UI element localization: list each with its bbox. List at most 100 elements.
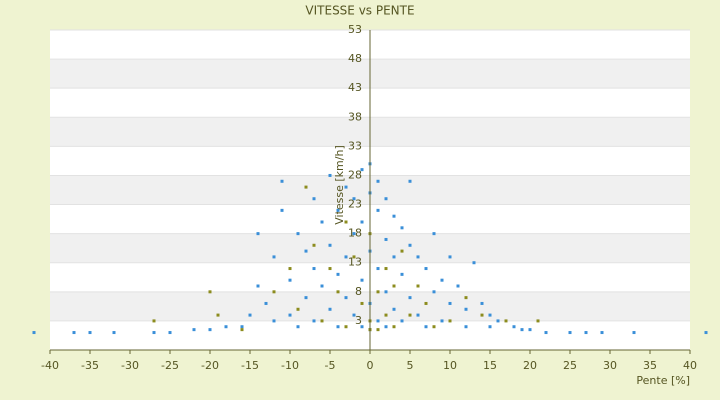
point xyxy=(544,331,548,335)
x-tick-label: 0 xyxy=(367,359,374,372)
point xyxy=(432,325,436,329)
point xyxy=(392,255,396,259)
point xyxy=(248,313,252,317)
y-tick-label: 33 xyxy=(348,139,362,152)
point xyxy=(408,179,412,183)
point xyxy=(384,267,388,271)
point xyxy=(264,301,268,305)
point xyxy=(464,307,468,311)
point xyxy=(304,249,308,253)
point xyxy=(352,197,356,201)
point xyxy=(352,232,356,236)
y-tick-label: 23 xyxy=(348,198,362,211)
point xyxy=(400,226,404,230)
point xyxy=(440,278,444,282)
x-tick-label: -25 xyxy=(161,359,179,372)
point xyxy=(360,278,364,282)
point xyxy=(376,267,380,271)
point xyxy=(112,331,116,335)
y-tick-label: 3 xyxy=(355,314,362,327)
point xyxy=(704,331,708,335)
point xyxy=(288,313,292,317)
point xyxy=(272,319,276,323)
point xyxy=(88,331,92,335)
point xyxy=(504,319,508,323)
y-tick-label: 53 xyxy=(348,23,362,36)
point xyxy=(408,243,412,247)
point xyxy=(280,179,284,183)
point xyxy=(528,328,532,332)
point xyxy=(424,325,428,329)
point xyxy=(456,284,460,288)
point xyxy=(344,296,348,300)
x-tick-label: -15 xyxy=(241,359,259,372)
point xyxy=(384,237,388,241)
point xyxy=(360,301,364,305)
point xyxy=(384,325,388,329)
point xyxy=(584,331,588,335)
point xyxy=(392,284,396,288)
x-tick-label: -40 xyxy=(41,359,59,372)
point xyxy=(376,290,380,294)
point xyxy=(336,208,340,212)
point xyxy=(536,319,540,323)
point xyxy=(432,232,436,236)
point xyxy=(312,267,316,271)
point xyxy=(336,272,340,276)
point xyxy=(216,313,220,317)
point xyxy=(344,325,348,329)
y-tick-label: 13 xyxy=(348,256,362,269)
point xyxy=(208,328,212,332)
point xyxy=(344,255,348,259)
point xyxy=(208,290,212,294)
x-tick-label: 5 xyxy=(407,359,414,372)
point xyxy=(296,307,300,311)
point xyxy=(376,208,380,212)
point xyxy=(312,197,316,201)
x-tick-label: -5 xyxy=(325,359,336,372)
point xyxy=(440,319,444,323)
point xyxy=(384,290,388,294)
point xyxy=(344,220,348,224)
point xyxy=(480,313,484,317)
point xyxy=(224,325,228,329)
point xyxy=(360,325,364,329)
point xyxy=(384,313,388,317)
point xyxy=(448,301,452,305)
point xyxy=(400,272,404,276)
point xyxy=(272,255,276,259)
point xyxy=(328,267,332,271)
point xyxy=(488,313,492,317)
point xyxy=(312,243,316,247)
point xyxy=(344,185,348,189)
point xyxy=(304,296,308,300)
x-axis-title: Pente [%] xyxy=(636,374,690,387)
point xyxy=(376,179,380,183)
point xyxy=(392,214,396,218)
x-tick-label: -20 xyxy=(201,359,219,372)
point xyxy=(328,243,332,247)
point xyxy=(392,325,396,329)
point xyxy=(328,307,332,311)
point xyxy=(416,255,420,259)
point xyxy=(256,232,260,236)
chart-title: VITESSE vs PENTE xyxy=(305,4,414,18)
point xyxy=(488,325,492,329)
point xyxy=(192,328,196,332)
point xyxy=(496,319,500,323)
point xyxy=(400,249,404,253)
point xyxy=(392,307,396,311)
x-tick-label: -35 xyxy=(81,359,99,372)
y-tick-label: 38 xyxy=(348,110,362,123)
point xyxy=(360,168,364,172)
point xyxy=(472,261,476,265)
point xyxy=(568,331,572,335)
point xyxy=(376,328,380,332)
y-tick-label: 43 xyxy=(348,81,362,94)
point xyxy=(312,319,316,323)
point xyxy=(352,255,356,259)
point xyxy=(448,255,452,259)
y-tick-label: 28 xyxy=(348,168,362,181)
